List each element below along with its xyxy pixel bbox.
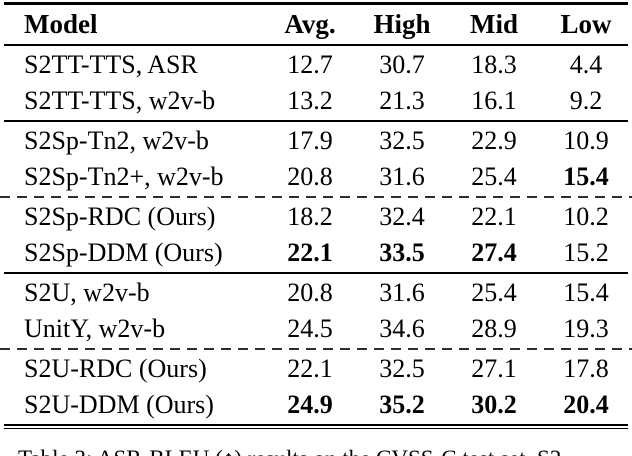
header-bottom-rule (4, 44, 628, 46)
table-row: S2Sp-Tn2, w2v-b 17.9 32.5 22.9 10.9 (0, 123, 632, 159)
value-cell: 16.1 (471, 86, 517, 115)
value-cell: 32.5 (379, 354, 425, 383)
value-cell: 24.5 (287, 314, 333, 343)
value-cell: 30.7 (379, 50, 425, 79)
value-cell: 22.1 (287, 238, 333, 267)
value-cell: 32.5 (379, 126, 425, 155)
value-cell: 20.4 (563, 390, 609, 419)
value-cell: 17.8 (563, 354, 609, 383)
group-divider-solid (4, 272, 628, 274)
model-cell: UnitY, w2v-b (24, 314, 166, 343)
table-row: S2Sp-Tn2+, w2v-b 20.8 31.6 25.4 15.4 (0, 159, 632, 195)
group-divider-dashed (0, 196, 632, 198)
model-cell: S2Sp-DDM (Ours) (24, 238, 223, 267)
column-header-low: Low (560, 9, 612, 39)
value-cell: 27.4 (471, 238, 517, 267)
value-cell: 18.2 (287, 202, 333, 231)
value-cell: 22.9 (471, 126, 517, 155)
table-group: S2TT-TTS, ASR 12.7 30.7 18.3 4.4 S2TT-TTS, w2… (0, 46, 632, 120)
value-cell: 13.2 (287, 86, 333, 115)
table-group: S2Sp-Tn2, w2v-b 17.9 32.5 22.9 10.9 S2Sp-Tn2+… (0, 122, 632, 196)
model-cell: S2TT-TTS, ASR (24, 50, 198, 79)
table-row: S2U-RDC (Ours) 22.1 32.5 27.1 17.8 (0, 351, 632, 387)
value-cell: 30.2 (471, 390, 517, 419)
value-cell: 10.9 (563, 126, 609, 155)
value-cell: 25.4 (471, 162, 517, 191)
model-cell: S2Sp-RDC (Ours) (24, 202, 216, 231)
table-row: S2TT-TTS, ASR 12.7 30.7 18.3 4.4 (0, 47, 632, 83)
group-divider-dashed (0, 348, 632, 350)
group-divider-solid (4, 120, 628, 122)
table-row: S2Sp-DDM (Ours) 22.1 33.5 27.4 15.2 (0, 235, 632, 271)
value-cell: 28.9 (471, 314, 517, 343)
table-row: S2Sp-RDC (Ours) 18.2 32.4 22.1 10.2 (0, 199, 632, 235)
table-bottom-rule (4, 424, 628, 429)
value-cell: 19.3 (563, 314, 609, 343)
value-cell: 10.2 (563, 202, 609, 231)
model-cell: S2U-DDM (Ours) (24, 390, 214, 419)
table-row: UnitY, w2v-b 24.5 34.6 28.9 19.3 (0, 311, 632, 347)
table-caption: Table 3: ASR-BLEU (↑) results on the CVS… (18, 446, 628, 456)
model-cell: S2U, w2v-b (24, 278, 150, 307)
value-cell: 27.1 (471, 354, 517, 383)
value-cell: 25.4 (471, 278, 517, 307)
value-cell: 22.1 (471, 202, 517, 231)
table-row: S2U-DDM (Ours) 24.9 35.2 30.2 20.4 (0, 387, 632, 423)
column-header-model: Model (24, 9, 98, 39)
value-cell: 18.3 (471, 50, 517, 79)
value-cell: 32.4 (379, 202, 425, 231)
model-cell: S2TT-TTS, w2v-b (24, 86, 216, 115)
table-group: S2Sp-RDC (Ours) 18.2 32.4 22.1 10.2 S2Sp-DDM … (0, 198, 632, 272)
value-cell: 15.2 (563, 238, 609, 267)
table-body: S2TT-TTS, ASR 12.7 30.7 18.3 4.4 S2TT-TTS, w2… (0, 46, 632, 429)
model-cell: S2Sp-Tn2+, w2v-b (24, 162, 224, 191)
value-cell: 17.9 (287, 126, 333, 155)
table-group: S2U, w2v-b 20.8 31.6 25.4 15.4 UnitY, w2v-b 24… (0, 274, 632, 348)
value-cell: 15.4 (563, 278, 609, 307)
value-cell: 20.8 (287, 162, 333, 191)
value-cell: 15.4 (563, 162, 609, 191)
table-row: S2U, w2v-b 20.8 31.6 25.4 15.4 (0, 275, 632, 311)
table-header-row: Model Avg. High Mid Low (0, 5, 632, 44)
value-cell: 4.4 (569, 50, 603, 79)
value-cell: 33.5 (379, 238, 425, 267)
table-top-rule (4, 2, 628, 5)
value-cell: 20.8 (287, 278, 333, 307)
value-cell: 24.9 (287, 390, 333, 419)
table-row: S2TT-TTS, w2v-b 13.2 21.3 16.1 9.2 (0, 83, 632, 119)
model-cell: S2U-RDC (Ours) (24, 354, 207, 383)
model-cell: S2Sp-Tn2, w2v-b (24, 126, 209, 155)
column-header-mid: Mid (469, 9, 518, 39)
value-cell: 31.6 (379, 162, 425, 191)
value-cell: 21.3 (379, 86, 425, 115)
value-cell: 34.6 (379, 314, 425, 343)
column-header-avg: Avg. (284, 9, 336, 39)
column-header-high: High (373, 9, 431, 39)
value-cell: 12.7 (287, 50, 333, 79)
value-cell: 22.1 (287, 354, 333, 383)
value-cell: 35.2 (379, 390, 425, 419)
value-cell: 31.6 (379, 278, 425, 307)
value-cell: 9.2 (569, 86, 603, 115)
table-group: S2U-RDC (Ours) 22.1 32.5 27.1 17.8 S2U-DDM (O… (0, 350, 632, 424)
